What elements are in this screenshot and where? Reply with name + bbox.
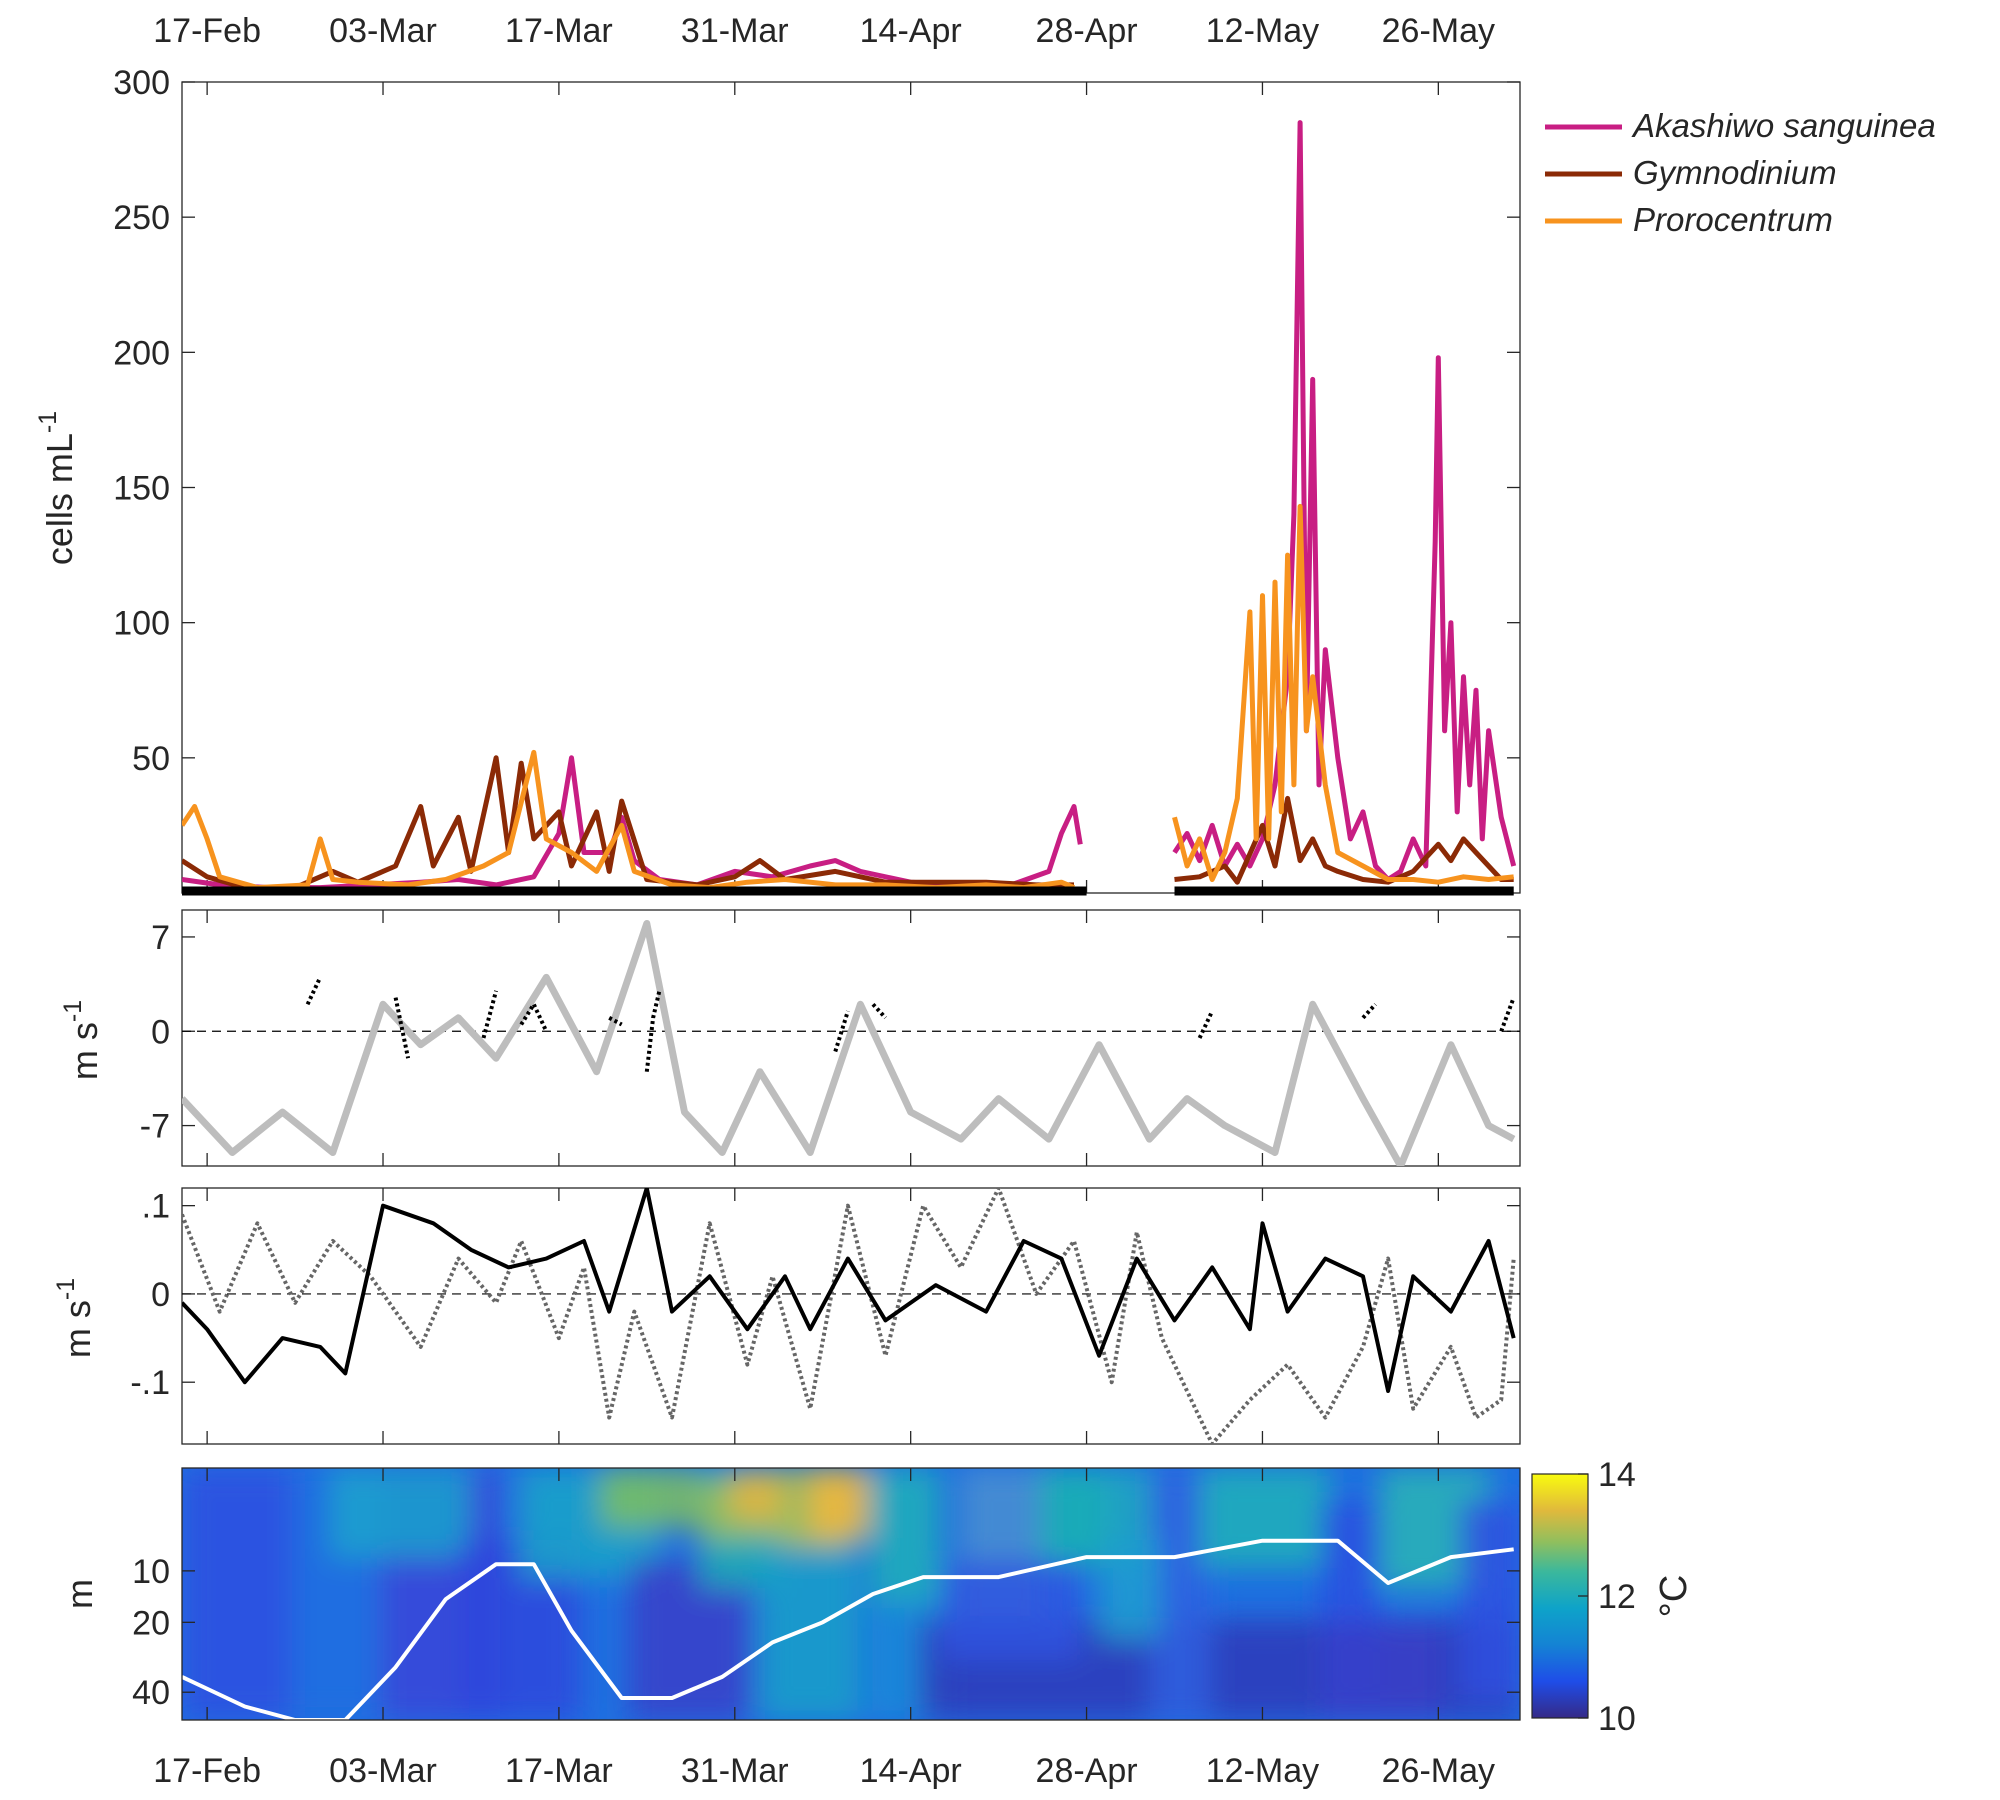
panel3-y-ticks: -.1 0 .1 [130, 1188, 1520, 1402]
series-line-local [871, 1002, 887, 1020]
top-date-axis: 17-Feb 03-Mar 17-Mar 31-Mar 14-Apr 28-Apr 12-M… [153, 12, 1495, 50]
top-date-label: 14-Apr [860, 12, 962, 50]
series-line-cross-shore [182, 1188, 1516, 1393]
panel-wind-speed: -7 0 7 m s-1 [59, 909, 1521, 1167]
panel-cell-counts: 50 100 150 200 250 300 cells mL-1 Akashiwo sa… [34, 64, 1936, 896]
heatmap-field [182, 1468, 1520, 1720]
panel4-y-ticks: 10 20 40 [132, 1553, 1520, 1712]
y-tick-label: .1 [142, 1188, 170, 1226]
series-line-regional [182, 920, 1516, 1166]
panel-temperature-depth: 10 20 40 m 10 12 14 °C [59, 1456, 1695, 1738]
y-tick-label: -.1 [130, 1364, 170, 1402]
bottom-date-label: 03-Mar [329, 1752, 437, 1790]
series-line-local [1361, 1002, 1377, 1020]
legend-label: Akashiwo sanguinea [1631, 107, 1936, 144]
top-date-label: 12-May [1206, 12, 1319, 50]
bottom-date-label: 17-Feb [153, 1752, 261, 1790]
series-line-local [481, 990, 499, 1039]
bottom-date-label: 28-Apr [1036, 1752, 1138, 1790]
panel3-x-ticks [206, 1188, 1439, 1444]
colorbar-tick-label: 12 [1598, 1578, 1636, 1616]
panel1-y-ticks: 50 100 150 200 250 300 [113, 64, 1520, 778]
top-date-label: 26-May [1382, 12, 1495, 50]
series-line-akashiwo-sanguinea [1172, 120, 1517, 882]
panel3-series [182, 1188, 1520, 1444]
y-tick-label: 0 [151, 1013, 170, 1051]
panel4-x-ticks [206, 1468, 1439, 1720]
panel4-y-axis-label: m [59, 1579, 100, 1609]
bottom-date-label: 17-Mar [505, 1752, 613, 1790]
panel1-y-axis-label: cells mL-1 [34, 411, 80, 565]
series-line-local [393, 997, 411, 1059]
y-tick-label: -7 [140, 1108, 170, 1146]
bottom-date-label: 31-Mar [681, 1752, 789, 1790]
colorbar-ticks: 10 12 14 [1578, 1456, 1636, 1738]
series-line-local [1499, 996, 1516, 1032]
bottom-date-label: 26-May [1382, 1752, 1495, 1790]
y-tick-label: 50 [132, 740, 170, 778]
y-tick-label: 7 [151, 919, 170, 957]
series-line-alongshore [182, 1188, 1516, 1444]
y-tick-label: 40 [132, 1674, 170, 1712]
panel1-series [182, 120, 1517, 891]
panel2-y-axis-label: m s-1 [59, 1000, 105, 1080]
y-tick-label: 300 [113, 64, 170, 102]
colorbar-gradient [1531, 1473, 1589, 1719]
series-line-prorocentrum [182, 749, 1075, 891]
panel3-y-axis-label: m s-1 [52, 1278, 98, 1358]
series-line-local [305, 976, 323, 1006]
series-line-local [644, 990, 662, 1072]
top-date-label: 17-Feb [153, 12, 261, 50]
colorbar-label: °C [1653, 1575, 1695, 1618]
series-line-local [833, 1010, 850, 1053]
y-tick-label: 20 [132, 1604, 170, 1642]
panel2-x-ticks [206, 910, 1439, 1166]
bottom-date-label: 12-May [1206, 1752, 1319, 1790]
series-line-gymnodinium [1174, 795, 1514, 885]
top-date-label: 31-Mar [681, 12, 789, 50]
panel3-frame [181, 1187, 1521, 1445]
y-tick-label: 250 [113, 199, 170, 237]
series-line-gymnodinium [182, 755, 1074, 891]
top-date-label: 03-Mar [329, 12, 437, 50]
y-tick-label: 200 [113, 334, 170, 372]
bottom-date-label: 14-Apr [860, 1752, 962, 1790]
panel2-series [182, 920, 1520, 1166]
y-tick-label: 150 [113, 470, 170, 508]
panel2-y-ticks: -7 0 7 [140, 919, 1520, 1146]
series-line-prorocentrum [1172, 503, 1514, 885]
top-date-label: 17-Mar [505, 12, 613, 50]
panel2-frame [181, 909, 1521, 1167]
series-line-local [608, 1016, 623, 1027]
y-tick-label: 10 [132, 1553, 170, 1591]
colorbar: 10 12 14 °C [1531, 1456, 1695, 1738]
legend-label: Prorocentrum [1633, 201, 1833, 238]
y-tick-label: 100 [113, 605, 170, 643]
colorbar-tick-label: 10 [1598, 1700, 1636, 1738]
mixed-layer-line [182, 1538, 1514, 1720]
panel-current-velocity: -.1 0 .1 m s-1 [52, 1187, 1521, 1445]
colorbar-tick-label: 14 [1598, 1456, 1636, 1494]
y-tick-label: 0 [151, 1276, 170, 1314]
series-line-local [519, 1002, 549, 1033]
legend-label: Gymnodinium [1633, 154, 1837, 191]
panel4-frame [181, 1467, 1521, 1721]
bottom-date-axis: 17-Feb 03-Mar 17-Mar 31-Mar 14-Apr 28-Apr 12-M… [153, 1752, 1495, 1790]
panel1-legend: Akashiwo sanguinea Gymnodinium Prorocentru… [1545, 107, 1936, 238]
top-date-label: 28-Apr [1036, 12, 1138, 50]
series-line-local [1197, 1010, 1215, 1039]
